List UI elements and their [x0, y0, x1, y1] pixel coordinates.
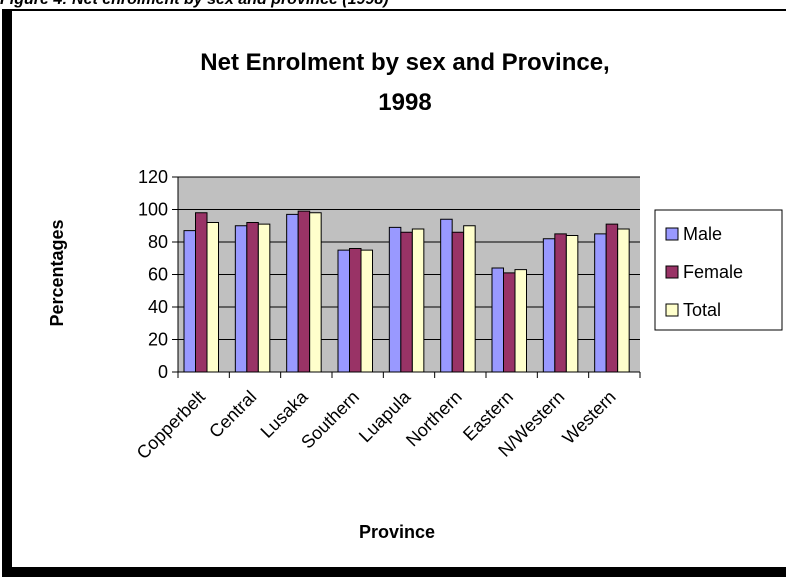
y-tick-label: 20 — [148, 330, 168, 350]
y-tick-label: 100 — [138, 200, 168, 220]
bar-male-eastern — [491, 267, 504, 373]
bar-male-central — [234, 225, 248, 373]
x-tick-label: Central — [205, 387, 260, 442]
legend-swatch-total — [665, 303, 679, 317]
x-axis-title: Province — [359, 522, 435, 542]
bar-female-nwestern — [554, 233, 567, 373]
bars — [183, 210, 630, 373]
bar-female-southern — [349, 248, 362, 373]
y-tick-label: 120 — [138, 167, 168, 187]
bar-female-lusaka — [297, 210, 311, 373]
bar-male-luapula — [388, 226, 402, 373]
chart-title-line2: 1998 — [378, 89, 431, 116]
y-tick-label: 0 — [158, 362, 168, 382]
y-tick-label: 60 — [148, 265, 168, 285]
legend-label-male: Male — [683, 224, 722, 244]
bar-female-western — [605, 223, 619, 373]
bar-male-lusaka — [286, 213, 299, 373]
bar-total-western — [617, 228, 630, 373]
bar-female-eastern — [503, 272, 516, 373]
legend-label-total: Total — [683, 300, 721, 320]
bar-total-northern — [463, 225, 476, 373]
axes — [172, 176, 641, 378]
bar-total-southern — [360, 249, 373, 373]
bar-male-northern — [440, 218, 453, 373]
bar-male-copperbelt — [183, 230, 196, 373]
legend: Male Female Total — [654, 209, 783, 331]
bar-female-central — [246, 222, 259, 373]
x-tick-label: Northern — [402, 387, 466, 451]
legend-label-female: Female — [683, 262, 743, 282]
bar-total-copperbelt — [206, 222, 219, 373]
bar-total-central — [257, 223, 271, 373]
y-tick-label: 40 — [148, 297, 168, 317]
chart-title-line1: Net Enrolment by sex and Province, — [200, 49, 609, 76]
x-tick-labels: CopperbeltCentralLusakaSouthernLuapulaNo… — [133, 386, 620, 463]
legend-swatch-male — [665, 227, 679, 241]
bar-male-southern — [337, 249, 350, 373]
bar-male-western — [594, 233, 607, 373]
legend-swatch-female — [665, 265, 679, 279]
y-tick-labels: 0 20 40 60 80 100 120 — [138, 167, 168, 382]
bar-total-lusaka — [309, 212, 322, 373]
x-tick-label: Copperbelt — [133, 387, 209, 463]
bar-total-luapula — [411, 228, 425, 373]
bar-total-eastern — [514, 269, 527, 373]
bar-total-nwestern — [565, 235, 579, 373]
bar-male-nwestern — [542, 238, 556, 373]
y-tick-label: 80 — [148, 232, 168, 252]
y-axis-title: Percentages — [47, 219, 67, 326]
x-tick-label: Western — [558, 387, 619, 448]
bar-female-copperbelt — [195, 212, 208, 373]
bar-female-northern — [451, 231, 465, 373]
bar-female-luapula — [400, 231, 413, 373]
figure-caption: Figure 4: Net enrolment by sex and provi… — [0, 0, 786, 9]
